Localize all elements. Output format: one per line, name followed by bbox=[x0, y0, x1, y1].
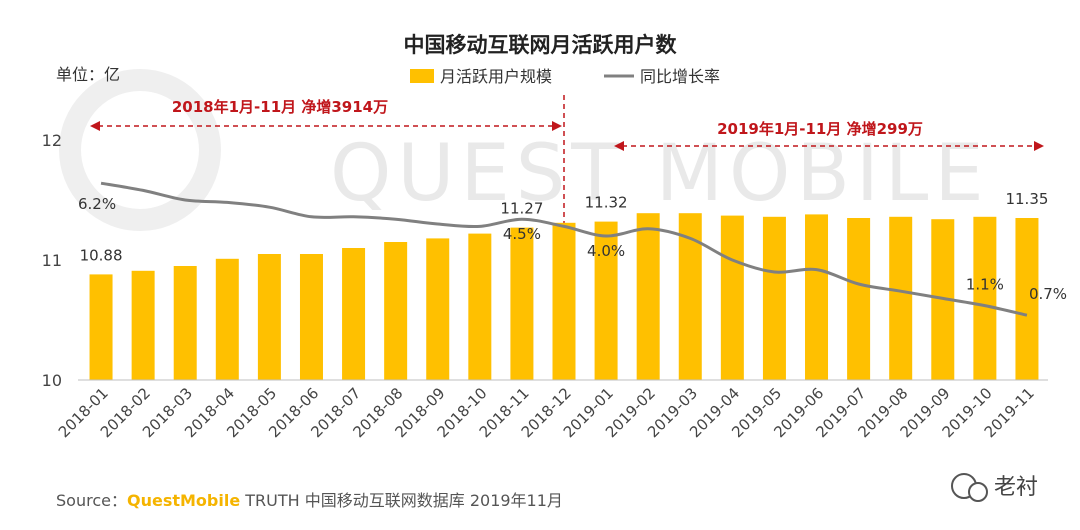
annotation-text: 2019年1月-11月 净增299万 bbox=[717, 120, 923, 138]
bar bbox=[257, 254, 281, 380]
signature-text: 老衬 bbox=[994, 475, 1038, 500]
chart-title: 中国移动互联网月活跃用户数 bbox=[404, 33, 678, 57]
bar bbox=[678, 213, 702, 380]
bar bbox=[636, 213, 660, 380]
bar bbox=[89, 274, 113, 380]
bar bbox=[215, 258, 239, 380]
growth-line bbox=[100, 181, 1028, 317]
data-label: 11.32 bbox=[585, 194, 628, 212]
y-axis-ticks: 10 11 12 bbox=[42, 131, 62, 390]
legend: 月活跃用户规模 同比增长率 bbox=[410, 67, 720, 86]
bar bbox=[173, 266, 197, 380]
bar bbox=[889, 216, 913, 380]
source-brand: QuestMobile bbox=[127, 491, 240, 510]
data-label: 4.5% bbox=[503, 225, 541, 243]
legend-label-line: 同比增长率 bbox=[640, 67, 720, 86]
bar bbox=[342, 248, 366, 380]
legend-label-bars: 月活跃用户规模 bbox=[440, 67, 552, 86]
bar bbox=[973, 216, 997, 380]
bar bbox=[847, 218, 871, 380]
data-label: 11.27 bbox=[500, 200, 543, 218]
arrow-right-icon bbox=[1034, 141, 1044, 151]
bar-series bbox=[89, 213, 1039, 380]
bar bbox=[426, 238, 450, 380]
bar bbox=[384, 242, 408, 380]
source-text: Source：QuestMobile TRUTH 中国移动互联网数据库 2019… bbox=[56, 491, 563, 510]
bar bbox=[805, 214, 829, 380]
unit-label: 单位：亿 bbox=[56, 65, 120, 84]
legend-swatch-bars bbox=[410, 69, 434, 83]
line-series bbox=[100, 181, 1028, 317]
data-label: 4.0% bbox=[587, 242, 625, 260]
x-axis-ticks: 2018-012018-022018-032018-042018-052018-… bbox=[55, 384, 1038, 441]
arrow-right-icon bbox=[552, 121, 562, 131]
bar bbox=[510, 227, 534, 380]
data-label: 6.2% bbox=[78, 195, 116, 213]
bar bbox=[1015, 218, 1039, 380]
watermark: QUEST MOBILE bbox=[59, 69, 990, 231]
arrow-left-icon bbox=[614, 141, 624, 151]
wechat-icon-small bbox=[968, 482, 988, 502]
bar bbox=[762, 216, 786, 380]
data-labels: 10.88 11.27 11.32 11.35 6.2% 4.5% 4.0% 1.1% 0.7% bbox=[78, 190, 1067, 303]
data-label: 1.1% bbox=[966, 276, 1004, 294]
arrow-left-icon bbox=[90, 121, 100, 131]
annotation-text: 2018年1月-11月 净增3914万 bbox=[172, 98, 388, 116]
y-tick-label: 11 bbox=[42, 251, 62, 270]
bar bbox=[131, 270, 155, 380]
annotations: 2018年1月-11月 净增3914万 2019年1月-11月 净增299万 bbox=[90, 95, 1044, 380]
data-label: 11.35 bbox=[1005, 190, 1048, 208]
source-rest: TRUTH 中国移动互联网数据库 2019年11月 bbox=[240, 491, 563, 510]
watermark-text: QUEST MOBILE bbox=[330, 129, 990, 219]
signature-watermark: 老衬 bbox=[951, 473, 1038, 502]
data-label: 0.7% bbox=[1029, 285, 1067, 303]
watermark-logo-ring bbox=[59, 69, 221, 231]
source-label: Source： bbox=[56, 491, 127, 510]
bar bbox=[468, 233, 492, 380]
y-tick-label: 10 bbox=[42, 371, 62, 390]
y-tick-label: 12 bbox=[42, 131, 62, 150]
bar bbox=[594, 221, 618, 380]
data-label: 10.88 bbox=[80, 246, 123, 264]
bar bbox=[552, 222, 576, 380]
bar bbox=[299, 254, 323, 380]
bar bbox=[720, 215, 744, 380]
